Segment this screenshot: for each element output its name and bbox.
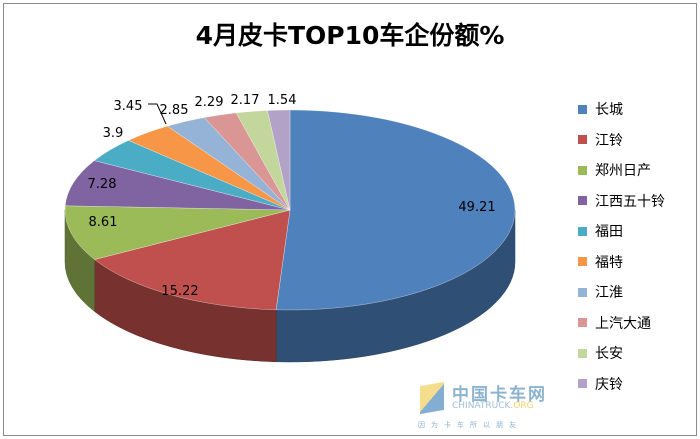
legend-item: 长城 bbox=[578, 99, 623, 119]
watermark-slogan: 因为卡车所以朋友 bbox=[418, 421, 522, 429]
leader-line bbox=[148, 103, 167, 125]
legend-swatch bbox=[578, 379, 587, 388]
pie-slice-郑州日产 bbox=[64, 205, 291, 260]
legend-label: 长城 bbox=[595, 102, 623, 118]
legend-label: 福特 bbox=[595, 254, 623, 271]
legend-item: 庆铃 bbox=[578, 374, 623, 394]
watermark-domain-tld: ORG bbox=[513, 401, 534, 411]
pie-slice-庆铃 bbox=[267, 109, 291, 211]
legend-label: 上汽大通 bbox=[595, 315, 651, 332]
legend-item: 江铃 bbox=[578, 130, 623, 150]
legend-swatch bbox=[578, 104, 587, 114]
data-label: 2.85 bbox=[160, 103, 189, 118]
data-label: 7.28 bbox=[88, 177, 117, 192]
legend-item: 上汽大通 bbox=[578, 313, 651, 333]
watermark-logo: 中国卡车网 CHINATRUCK.ORG 因为卡车所以朋友 bbox=[418, 380, 568, 432]
pie-slice-江西五十铃 bbox=[65, 160, 291, 211]
watermark-name: 中国卡车网 bbox=[452, 385, 547, 405]
legend-label: 庆铃 bbox=[595, 376, 623, 393]
legend-item: 江西五十铃 bbox=[578, 191, 665, 211]
pie-slice-长城 bbox=[275, 109, 516, 311]
legend-item: 福田 bbox=[578, 221, 623, 241]
legend-item: 长安 bbox=[578, 343, 623, 363]
legend-label: 江铃 bbox=[595, 132, 623, 149]
data-label: 15.22 bbox=[161, 284, 198, 299]
watermark-domain: CHINATRUCK.ORG bbox=[452, 401, 534, 411]
legend-swatch bbox=[578, 226, 587, 236]
data-label: 3.9 bbox=[103, 126, 124, 141]
legend-item: 福特 bbox=[578, 252, 623, 272]
pie-slice-江铃 bbox=[94, 209, 291, 310]
legend-swatch bbox=[578, 318, 587, 327]
legend-swatch bbox=[578, 196, 587, 205]
chart-title: 4月皮卡TOP10车企份额% bbox=[195, 21, 505, 50]
truck-logo-icon bbox=[420, 381, 444, 415]
data-label: 2.29 bbox=[195, 95, 224, 110]
legend-label: 郑州日产 bbox=[595, 163, 651, 179]
legend-label: 长安 bbox=[595, 346, 623, 362]
data-label: 1.54 bbox=[268, 93, 297, 108]
legend-swatch bbox=[578, 287, 587, 297]
legend-swatch bbox=[578, 165, 587, 175]
data-label: 3.45 bbox=[114, 99, 143, 114]
legend-swatch bbox=[578, 257, 587, 266]
data-label: 49.21 bbox=[458, 200, 495, 215]
legend-label: 江淮 bbox=[595, 285, 623, 301]
legend-item: 江淮 bbox=[578, 282, 623, 302]
legend-label: 江西五十铃 bbox=[595, 193, 665, 210]
legend-item: 郑州日产 bbox=[578, 160, 651, 180]
legend-swatch bbox=[578, 348, 587, 358]
data-label: 8.61 bbox=[89, 215, 118, 230]
data-label: 2.17 bbox=[231, 93, 260, 108]
watermark-domain-main: CHINATRUCK. bbox=[452, 401, 514, 411]
legend-label: 福田 bbox=[595, 224, 623, 240]
legend-swatch bbox=[578, 135, 587, 144]
